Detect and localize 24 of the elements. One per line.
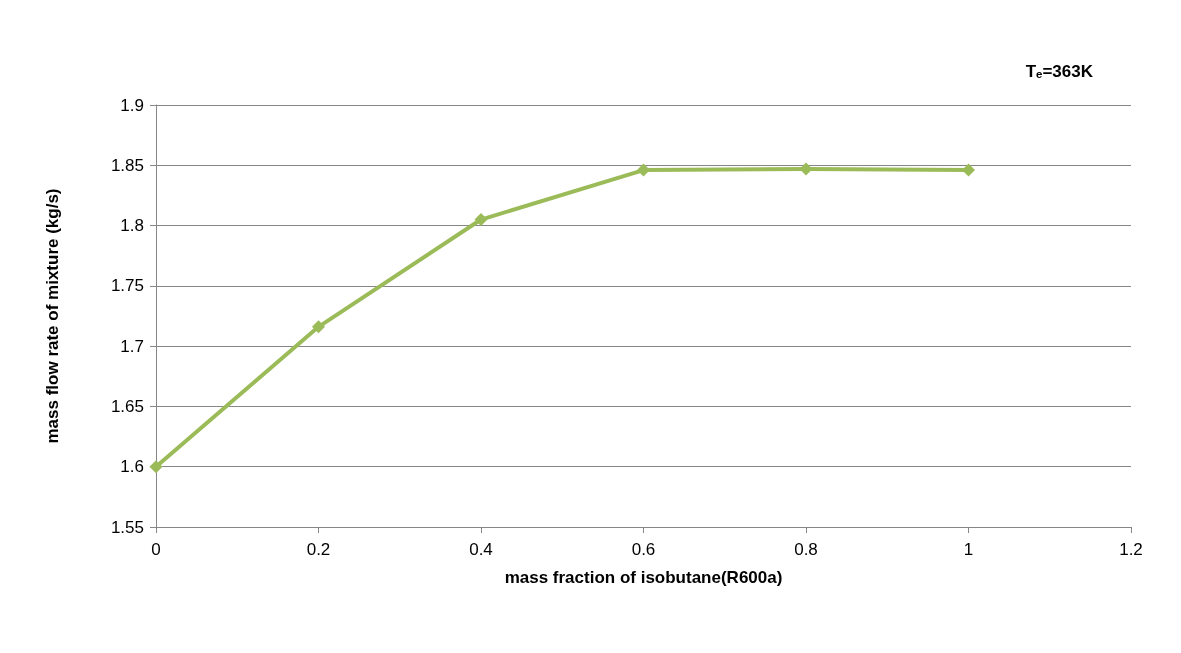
x-tick-label: 0.2: [306, 540, 331, 559]
text: Tₑ=363K: [1025, 62, 1094, 81]
x-tick-label: 0.8: [794, 540, 818, 559]
y-tick-label: 1.75: [110, 276, 144, 296]
y-tick-label: 1.7: [120, 336, 144, 356]
y-tick-label: 1.65: [110, 396, 144, 416]
x-tick-label: 0.6: [631, 540, 656, 559]
x-tick-label: 0: [151, 540, 161, 559]
point: [312, 320, 325, 334]
point: [474, 213, 488, 227]
point: [799, 162, 813, 176]
x-tick-label: 0.4: [469, 540, 493, 559]
y-tick-label: 1.55: [110, 517, 144, 537]
x-tick-label: 1: [963, 540, 974, 559]
x-axis-title: mass fraction of isobutane(R600a): [504, 568, 783, 587]
y-tick-label: 1.85: [110, 155, 144, 175]
point: [149, 460, 163, 474]
point: [962, 163, 975, 177]
y-tick-label: 1.9: [120, 95, 144, 115]
y-axis-title: mass flow rate of mixture (kg/s): [43, 188, 62, 444]
y-tick-label: 1.6: [120, 457, 144, 477]
x-tick-label: 1.2: [1119, 540, 1143, 559]
point: [637, 163, 650, 177]
y-tick-label: 1.8: [120, 216, 144, 236]
